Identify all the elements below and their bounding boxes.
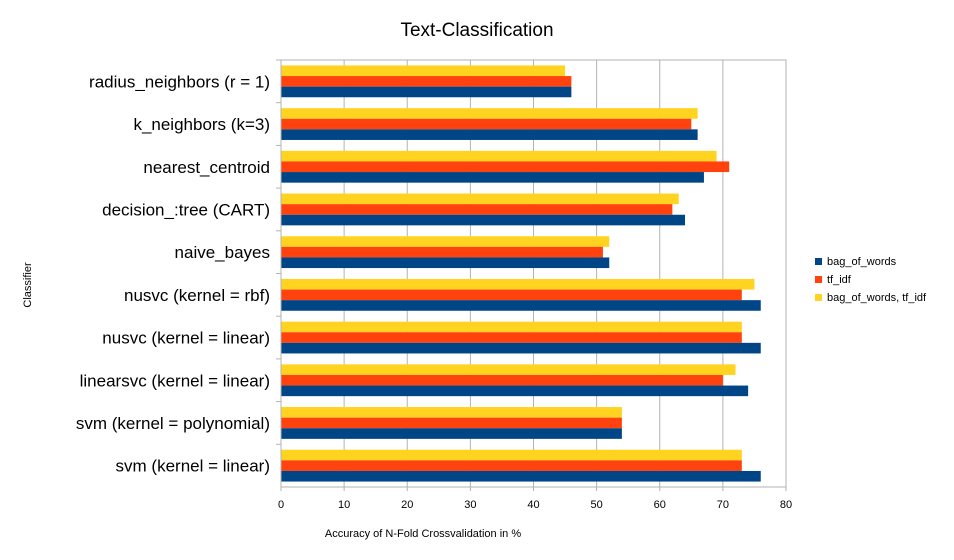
legend-label: bag_of_words, tf_idf (827, 292, 927, 304)
bar (281, 150, 717, 162)
x-tick-label: 10 (338, 499, 350, 511)
bar (281, 76, 572, 87)
legend: bag_of_words tf_idf bag_of_words, tf_idf (815, 256, 927, 304)
bar (281, 257, 610, 269)
legend-swatch (815, 276, 822, 283)
x-axis-title: Accuracy of N-Fold Crossvalidation in % (325, 528, 521, 540)
y-category-label: linearsvc (kernel = linear) (80, 371, 270, 390)
x-tick-label: 20 (401, 499, 413, 511)
bar (281, 321, 742, 333)
bar (281, 460, 742, 471)
bar (281, 385, 749, 397)
bars (281, 65, 761, 482)
y-category-label: radius_neighbors (r = 1) (89, 72, 270, 91)
bar (281, 172, 704, 183)
x-tick-label: 70 (717, 499, 729, 511)
y-category-label: nusvc (kernel = rbf) (124, 286, 270, 305)
bar (281, 236, 610, 247)
y-category-label: k_neighbors (k=3) (133, 115, 270, 134)
bar (281, 332, 742, 343)
bar (281, 289, 742, 301)
bar (281, 86, 572, 98)
bar (281, 278, 755, 290)
legend-swatch (815, 294, 822, 301)
y-axis-categories: radius_neighbors (r = 1) k_neighbors (k=3… (76, 59, 281, 476)
bar (281, 449, 742, 461)
bar (281, 342, 761, 354)
y-category-label: svm (kernel = linear) (116, 457, 270, 476)
bar (281, 118, 692, 130)
x-tick-label: 50 (591, 499, 603, 511)
bar (281, 204, 673, 215)
y-category-label: nearest_centroid (143, 158, 270, 177)
legend-label: bag_of_words (827, 256, 897, 268)
bar (281, 417, 622, 429)
legend-label: tf_idf (827, 274, 852, 286)
bar (281, 300, 761, 311)
bar (281, 246, 603, 258)
x-tick-label: 40 (527, 499, 539, 511)
bar (281, 108, 698, 119)
y-category-label: decision_:tree (CART) (102, 200, 270, 219)
x-axis-ticks: 0 10 20 30 40 50 60 70 80 (278, 487, 792, 511)
x-tick-label: 80 (780, 499, 792, 511)
bar (281, 364, 736, 375)
y-category-label: svm (kernel = polynomial) (76, 414, 270, 433)
bar (281, 214, 685, 226)
bar (281, 193, 679, 205)
bar (281, 470, 761, 482)
bar (281, 129, 698, 140)
bar (281, 65, 566, 77)
y-axis-title: Classifier (22, 262, 34, 308)
legend-swatch (815, 258, 822, 265)
bar (281, 374, 723, 386)
bar (281, 428, 622, 439)
x-tick-label: 0 (278, 499, 284, 511)
y-category-label: naive_bayes (175, 243, 270, 262)
y-category-label: nusvc (kernel = linear) (102, 329, 270, 348)
x-tick-label: 30 (464, 499, 476, 511)
bar (281, 161, 730, 173)
bar (281, 407, 622, 418)
x-tick-label: 60 (654, 499, 666, 511)
chart-title: Text-Classification (400, 20, 553, 41)
